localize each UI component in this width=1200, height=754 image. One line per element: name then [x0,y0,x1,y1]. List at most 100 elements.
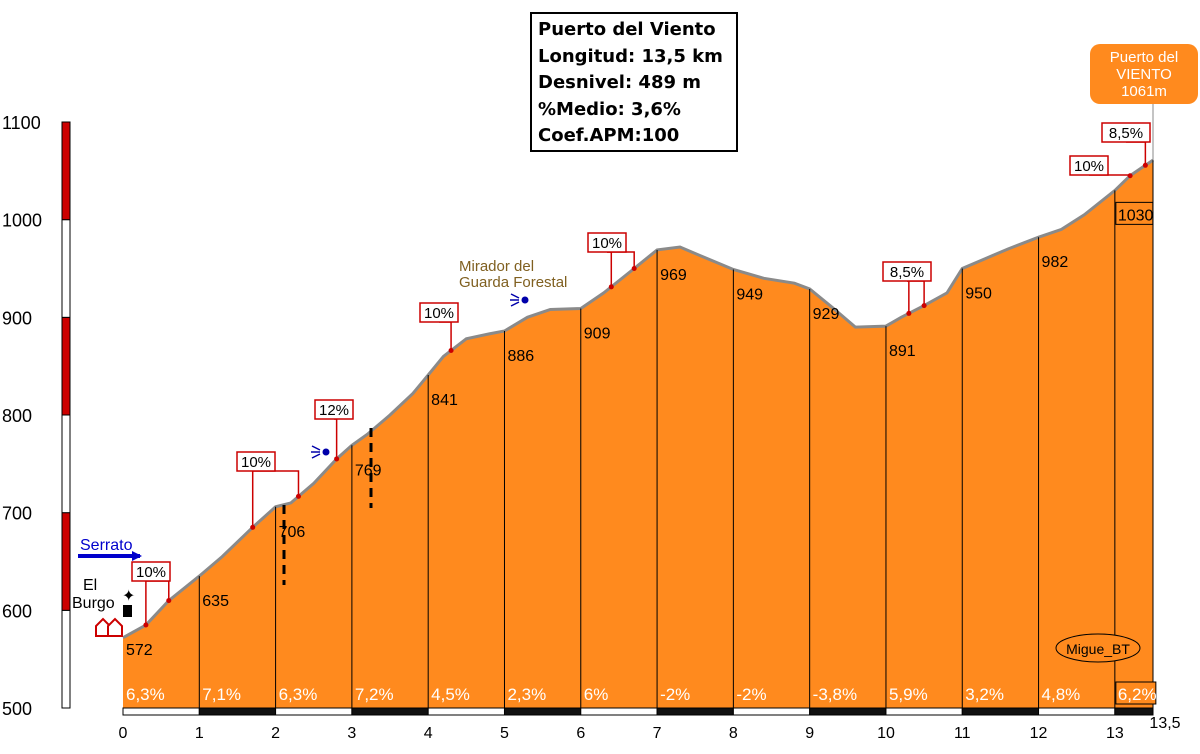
x-tick-label: 11 [954,725,971,742]
km-axis-segment [1114,707,1154,716]
km-axis-segment [427,707,505,716]
author-signature: Migue_BT [1066,641,1130,657]
segment-gradient-label: -2% [660,685,690,704]
segment-gradient-label: 7,1% [202,685,241,704]
km-altitude-label: 769 [355,462,382,479]
viewpoint-icon-rays [311,445,321,459]
max-gradient-point [295,493,301,499]
max-gradient-leader [907,280,910,314]
max-gradient-box [314,399,354,420]
summit-label-line2: VIENTO [1116,66,1172,83]
y-tick-label: 600 [2,601,32,621]
max-gradient-leader [151,580,170,601]
segment-gradient-label: 6% [584,685,609,704]
profile-outline [122,158,1154,640]
altitude-scale-segment [61,121,71,221]
km-altitude-label: 982 [1042,254,1069,271]
km-axis-segment [732,707,811,716]
max-gradient-box [419,302,459,323]
y-tick-label: 1100 [2,113,41,133]
x-tick-label: 13,5 [1149,715,1180,732]
max-gradient-leader [439,321,452,351]
km-axis-segment [885,707,963,716]
climb-name: Puerto del Viento [538,19,716,40]
km-axis-segment [198,707,277,716]
max-gradient-box [236,451,276,472]
climb-average-gradient: %Medio: 3,6% [538,98,681,120]
start-town-label: Burgo [72,595,115,612]
max-gradient-point [250,524,256,530]
mirador-label: Guarda Forestal [459,274,567,291]
climb-elevation-gain: Desnivel: 489 m [538,72,702,93]
summit-label: Puerto del VIENTO 1061m [1090,44,1198,104]
max-gradient-leader [251,470,256,528]
max-gradient-point [166,598,172,604]
segment-gradient-label: 3,2% [965,685,1004,704]
km-axis-segment [961,707,1040,716]
max-gradient-point [608,284,614,290]
max-gradient-label: 10% [1074,158,1104,175]
x-tick-label: 4 [424,725,433,742]
x-tick-label: 7 [653,725,662,742]
summit-label-altitude: 1061m [1121,83,1167,100]
km-axis-segment [580,707,658,716]
max-gradient-label: 10% [241,454,271,471]
km-altitude-label: 886 [507,348,534,365]
x-tick-label: 8 [729,725,738,742]
max-gradient-point [906,310,912,316]
y-tick-label: 1000 [2,211,42,231]
x-tick-label: 0 [119,725,128,742]
max-gradient-point [448,348,454,354]
max-gradient-point [921,303,927,309]
mirador-label: Mirador del [459,258,534,275]
km-axis-segment [122,707,200,716]
km-axis-segment [656,707,734,716]
author-signature-badge [1055,633,1141,663]
segment-gradient-label: 5,9% [889,685,928,704]
max-gradient-box [882,261,932,282]
y-tick-label: 500 [2,699,32,719]
km-axis-segment [275,707,353,716]
max-gradient-box [131,561,171,582]
km-axis-segment [1038,707,1116,716]
km-altitude-label: 1030 [1118,207,1154,224]
x-tick-label: 10 [877,725,895,742]
km-altitude-label: 909 [584,326,611,343]
km-axis-segment [503,707,582,716]
y-tick-label: 900 [2,308,32,328]
km-altitude-label: 969 [660,267,687,284]
max-gradient-label: 10% [592,235,622,252]
segment-gradient-box [1115,681,1157,705]
max-gradient-leader [1126,141,1147,166]
max-gradient-leader [256,470,300,497]
segment-gradient-label: 4,8% [1042,685,1081,704]
max-gradient-label: 10% [136,564,166,581]
segment-gradient-label: 7,2% [355,685,394,704]
x-tick-label: 13 [1106,725,1124,742]
max-gradient-box [1101,122,1151,143]
y-tick-label: 700 [2,504,32,524]
km-axis-segment [351,707,429,716]
segment-gradient-label: 6,3% [279,685,318,704]
climb-info-box: Puerto del Viento Longitud: 13,5 km Desn… [530,12,738,152]
segment-gradient-label: 6,3% [126,685,165,704]
segment-gradient-label: 4,5% [431,685,470,704]
x-tick-label: 6 [576,725,585,742]
x-tick-label: 5 [500,725,509,742]
climb-length: Longitud: 13,5 km [538,45,723,67]
x-tick-label: 1 [195,725,204,742]
segment-gradient-label: 6,2% [1118,685,1157,704]
max-gradient-box [1069,155,1109,176]
km-altitude-label: 635 [202,593,229,610]
x-tick-label: 12 [1030,725,1048,742]
max-gradient-point [631,266,637,271]
altitude-scale-segment [61,219,71,318]
max-gradient-point [1127,173,1133,179]
segment-gradient-label: 2,3% [507,685,546,704]
max-gradient-label: 8,5% [890,264,924,281]
viewpoint-icon [521,296,529,304]
town-icon [107,617,123,637]
max-gradient-label: 8,5% [1109,125,1143,142]
max-gradient-label: 12% [319,402,349,419]
